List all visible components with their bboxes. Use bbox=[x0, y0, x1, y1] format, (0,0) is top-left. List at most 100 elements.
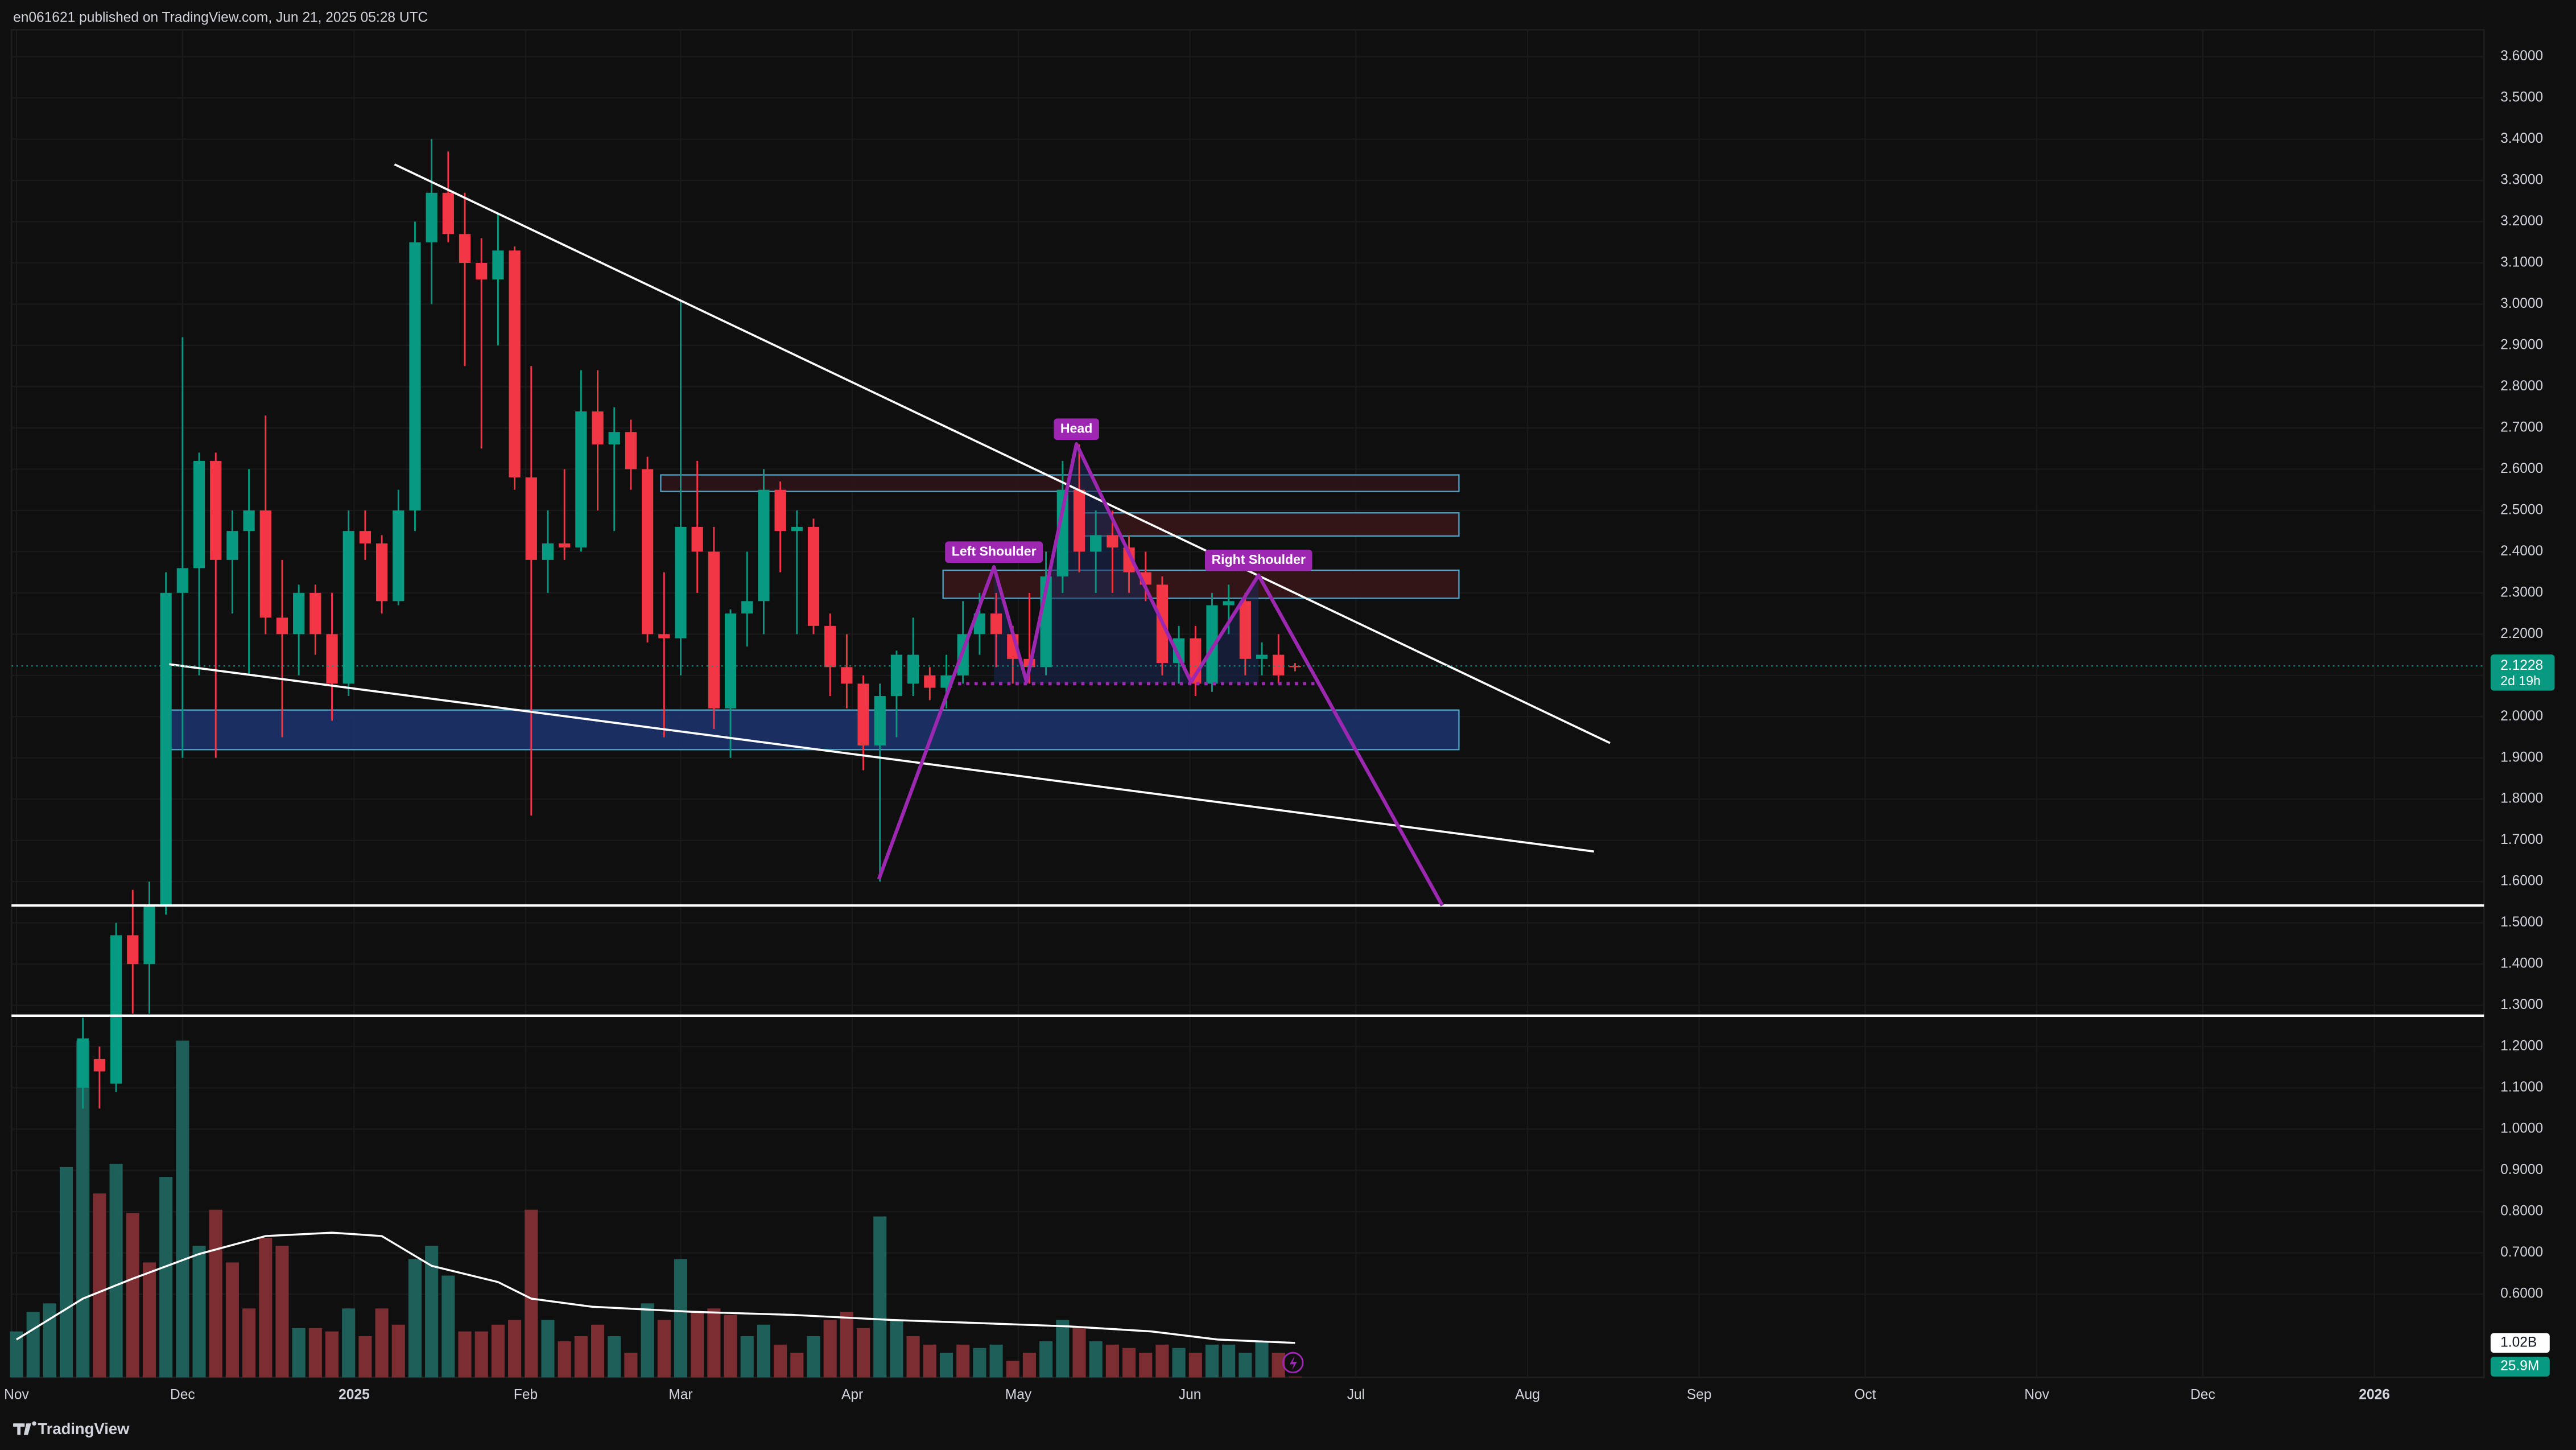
countdown-text: 2d 19h bbox=[2500, 673, 2541, 688]
candle-body bbox=[127, 935, 139, 965]
volume-bar bbox=[109, 1163, 123, 1378]
volume-bar bbox=[1272, 1353, 1285, 1378]
candle-body bbox=[293, 592, 305, 635]
x-tick-label: Feb bbox=[514, 1387, 538, 1403]
x-tick-label: Sep bbox=[1687, 1387, 1712, 1403]
candle-body bbox=[93, 1058, 106, 1072]
volume-bar bbox=[1105, 1344, 1119, 1378]
brand: TradingView bbox=[13, 1420, 130, 1437]
brand-text: TradingView bbox=[38, 1420, 130, 1437]
x-tick-label: Dec bbox=[170, 1387, 195, 1403]
candle-body bbox=[1173, 638, 1185, 664]
y-tick-label: 3.4000 bbox=[2500, 131, 2543, 146]
y-tick-label: 1.5000 bbox=[2500, 915, 2543, 930]
volume-bar bbox=[408, 1259, 422, 1378]
y-tick-label: 3.6000 bbox=[2500, 48, 2543, 64]
candle-body bbox=[393, 510, 404, 602]
zone-box bbox=[1078, 512, 1460, 537]
volume-bar bbox=[906, 1336, 920, 1378]
volume-bar bbox=[209, 1209, 222, 1378]
y-tick-label: 0.7000 bbox=[2500, 1245, 2543, 1260]
candle-body bbox=[492, 250, 504, 279]
volume-bar bbox=[873, 1216, 887, 1378]
candle-body bbox=[1289, 666, 1301, 668]
candle-body bbox=[990, 613, 1002, 635]
volume-ma-line bbox=[16, 1231, 1295, 1344]
candle-body bbox=[774, 489, 786, 532]
candle-body bbox=[741, 601, 753, 614]
volume-bar bbox=[1222, 1344, 1236, 1378]
y-tick-label: 2.9000 bbox=[2500, 337, 2543, 352]
y-tick-label: 2.2000 bbox=[2500, 626, 2543, 641]
volume-bar bbox=[1006, 1361, 1019, 1378]
volume-bar bbox=[657, 1320, 671, 1378]
replay-icon bbox=[1282, 1352, 1304, 1374]
y-tick-label: 0.9000 bbox=[2500, 1162, 2543, 1177]
candle-body bbox=[758, 489, 770, 602]
pattern-label: Head bbox=[1060, 421, 1092, 435]
volume-bar bbox=[159, 1177, 173, 1378]
volume-bar bbox=[342, 1308, 356, 1378]
volume-tag-text: 25.9M bbox=[2500, 1358, 2539, 1374]
volume-bar bbox=[840, 1312, 853, 1378]
y-tick-label: 0.6000 bbox=[2500, 1286, 2543, 1301]
volume-bar bbox=[441, 1275, 455, 1378]
candle-body bbox=[592, 411, 604, 444]
y-tick-label: 1.3000 bbox=[2500, 997, 2543, 1012]
volume-bar bbox=[93, 1193, 106, 1378]
candle-body bbox=[476, 262, 488, 279]
volume-bar bbox=[1072, 1328, 1086, 1378]
volume-bar bbox=[458, 1331, 472, 1378]
y-tick-label: 1.8000 bbox=[2500, 791, 2543, 806]
candle-body bbox=[210, 460, 222, 560]
x-tick-label: Oct bbox=[1854, 1387, 1876, 1403]
volume-bar bbox=[10, 1331, 23, 1378]
candle-body bbox=[724, 613, 737, 708]
candle-body bbox=[1123, 547, 1135, 572]
candle-body bbox=[824, 625, 836, 668]
candle-body bbox=[559, 543, 571, 548]
zone-box bbox=[660, 474, 1460, 492]
y-tick-label: 2.8000 bbox=[2500, 378, 2543, 394]
candle-body bbox=[1206, 605, 1218, 684]
zone-box bbox=[168, 709, 1460, 751]
candle-body bbox=[160, 592, 172, 907]
candle-body bbox=[1223, 601, 1235, 605]
candle-body bbox=[1090, 535, 1102, 552]
candle-body bbox=[675, 526, 687, 639]
volume-bar bbox=[508, 1320, 522, 1378]
candle-body bbox=[708, 551, 720, 708]
volume-bar bbox=[1139, 1353, 1153, 1378]
candle-body bbox=[525, 477, 537, 560]
volume-bar bbox=[1172, 1348, 1186, 1378]
candle-body bbox=[791, 526, 803, 532]
volume-bar bbox=[890, 1320, 903, 1378]
candle-body bbox=[143, 906, 155, 965]
candle-body bbox=[375, 543, 388, 602]
candle-body bbox=[1107, 535, 1118, 548]
candle-body bbox=[924, 675, 936, 688]
volume-bar bbox=[807, 1336, 820, 1378]
candle-body bbox=[691, 526, 703, 552]
volume-bar bbox=[1039, 1341, 1053, 1378]
volume-bar bbox=[724, 1315, 737, 1378]
volume-bar bbox=[142, 1262, 156, 1378]
candle-body bbox=[625, 432, 637, 469]
volume-bar bbox=[1022, 1353, 1036, 1378]
x-tick-label: Jul bbox=[1347, 1387, 1365, 1403]
volume-bar bbox=[641, 1303, 654, 1378]
candle-body bbox=[1239, 601, 1251, 659]
y-tick-label: 3.3000 bbox=[2500, 172, 2543, 188]
y-tick-label: 1.9000 bbox=[2500, 749, 2543, 765]
y-tick-label: 2.3000 bbox=[2500, 584, 2543, 600]
candle-body bbox=[509, 250, 521, 477]
y-tick-label: 0.8000 bbox=[2500, 1204, 2543, 1219]
x-tick-label: Nov bbox=[4, 1387, 29, 1403]
plot-area bbox=[10, 29, 2485, 1378]
volume-bar bbox=[774, 1344, 787, 1378]
candle-body bbox=[1256, 654, 1268, 659]
candle-body bbox=[841, 667, 853, 684]
candle-body bbox=[326, 634, 338, 684]
volume-bar bbox=[956, 1344, 970, 1378]
candle-body bbox=[442, 192, 454, 234]
